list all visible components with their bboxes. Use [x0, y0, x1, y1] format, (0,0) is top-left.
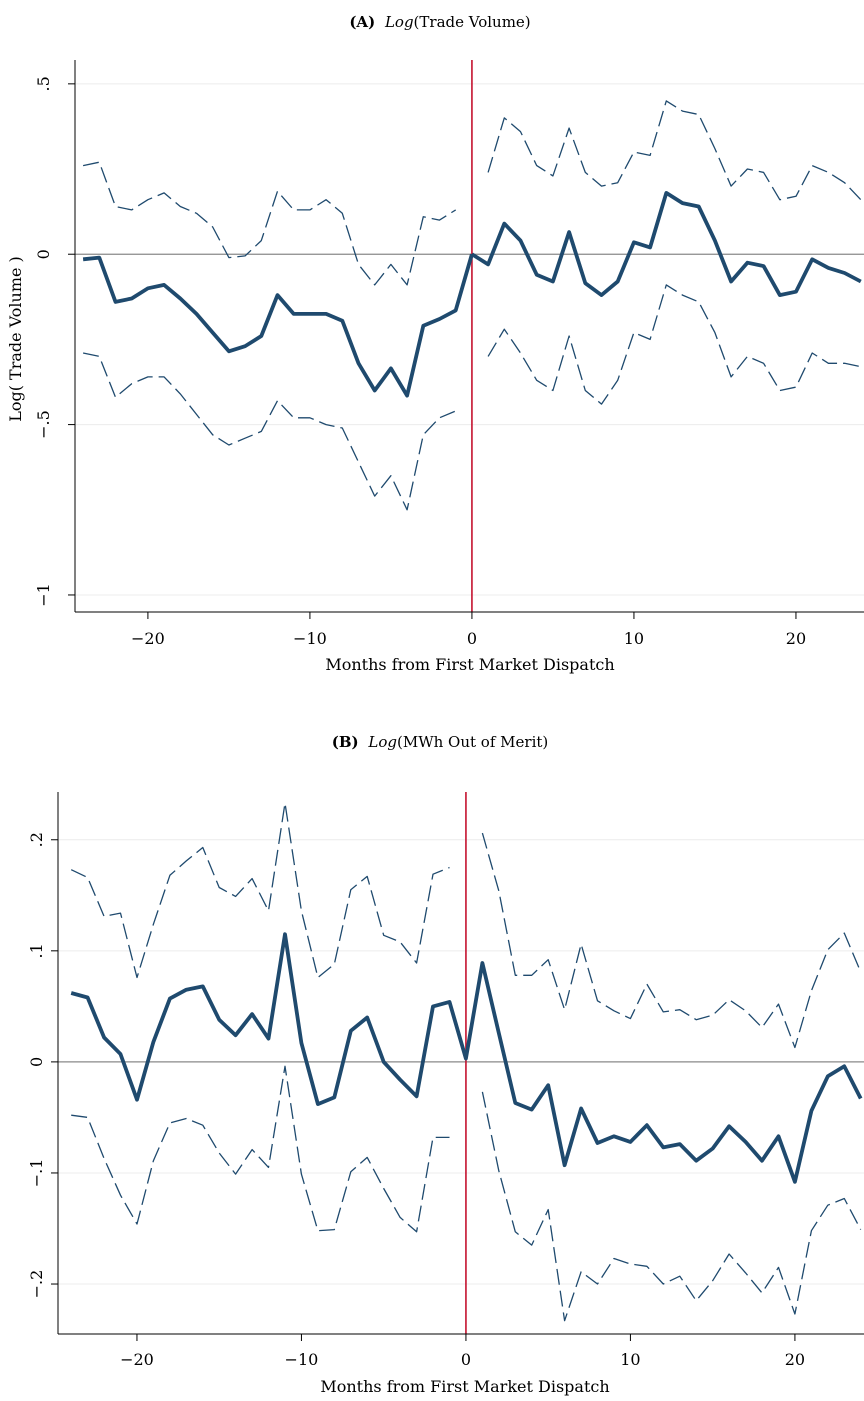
- panel-b-title-log: Log: [367, 733, 397, 751]
- panel-a-title-rest: (Trade Volume): [414, 13, 531, 31]
- panel-a-y-tick-label: 0: [34, 249, 53, 259]
- panel-a-title-log: Log: [384, 13, 414, 31]
- panel-a-x-tick-label: 0: [467, 629, 477, 648]
- panel-b-series-upper-ci-2: [481, 832, 862, 1049]
- panel-b-y-tick-label: .1: [27, 943, 46, 958]
- panel-a-series-upper-ci-2: [82, 161, 457, 286]
- panel-b-plot-area: −20 −10 0 10 20 .2 .1 0 −.1 −.2: [27, 792, 864, 1369]
- panel-b-series-lower-ci-3: [71, 1065, 450, 1233]
- panel-a-x-tick-label: −20: [131, 629, 165, 648]
- panel-a-x-tick-label: 20: [786, 629, 806, 648]
- panel-b-y-tick-label: 0: [27, 1057, 46, 1067]
- panel-b-x-tick-label: 20: [785, 1350, 805, 1369]
- panel-a-x-tick-label: 10: [624, 629, 644, 648]
- panel-a-y-tick-label: .5: [34, 76, 53, 91]
- panel-a-y-tick-label: −1: [34, 583, 53, 607]
- panel-b-x-tick-label: −20: [120, 1350, 154, 1369]
- panel-a-title-tag: (A): [349, 13, 375, 31]
- panel-b-x-tick-label: 0: [461, 1350, 471, 1369]
- panel-b-series-estimate-0: [70, 932, 863, 1184]
- panel-a-x-tick-label: −10: [293, 629, 327, 648]
- panel-a-y-axis-label: Log( Trade Volume ): [6, 256, 25, 422]
- panel-a-series-estimate-0: [82, 253, 474, 398]
- panel-b-title-rest: (MWh Out of Merit): [397, 733, 548, 751]
- panel-a-trade-volume: (A) Log(Trade Volume) −20 −10 0 10 20.50−.5−…: [6, 13, 864, 674]
- panel-b-x-tick-label: 10: [620, 1350, 640, 1369]
- panel-b-y-tick-label: −.2: [27, 1270, 46, 1299]
- panel-a-plot-area: −20 −10 0 10 20 .5 0 −.5 −1: [34, 60, 864, 648]
- panel-a-series-upper-ci-3: [487, 100, 862, 201]
- panel-a-y-tick-label: −.5: [34, 410, 53, 439]
- panel-b-series-lower-ci-4: [481, 1091, 862, 1322]
- panel-a-x-axis-label: Months from First Market Dispatch: [325, 655, 614, 674]
- panel-b-title: (B) Log(MWh Out of Merit): [332, 733, 549, 751]
- panel-b-title-tag: (B): [332, 733, 359, 751]
- panel-b-x-axis-label: Months from First Market Dispatch: [320, 1377, 609, 1396]
- panel-b-series-upper-ci-1: [70, 802, 450, 979]
- panel-b-y-tick-label: −.1: [27, 1159, 46, 1188]
- panel-a-series-lower-ci-5: [487, 284, 861, 405]
- panel-b-y-tick-label: .2: [27, 832, 46, 847]
- panel-a-title: (A) Log(Trade Volume): [349, 13, 530, 31]
- panel-a-series-lower-ci-4: [82, 352, 456, 511]
- panel-b-mwh-out-of-merit: (B) Log(MWh Out of Merit) −20 −10 0 10 20 .2.…: [27, 733, 864, 1396]
- panel-a-series-estimate-1: [470, 190, 862, 298]
- panel-b-x-tick-label: −10: [285, 1350, 319, 1369]
